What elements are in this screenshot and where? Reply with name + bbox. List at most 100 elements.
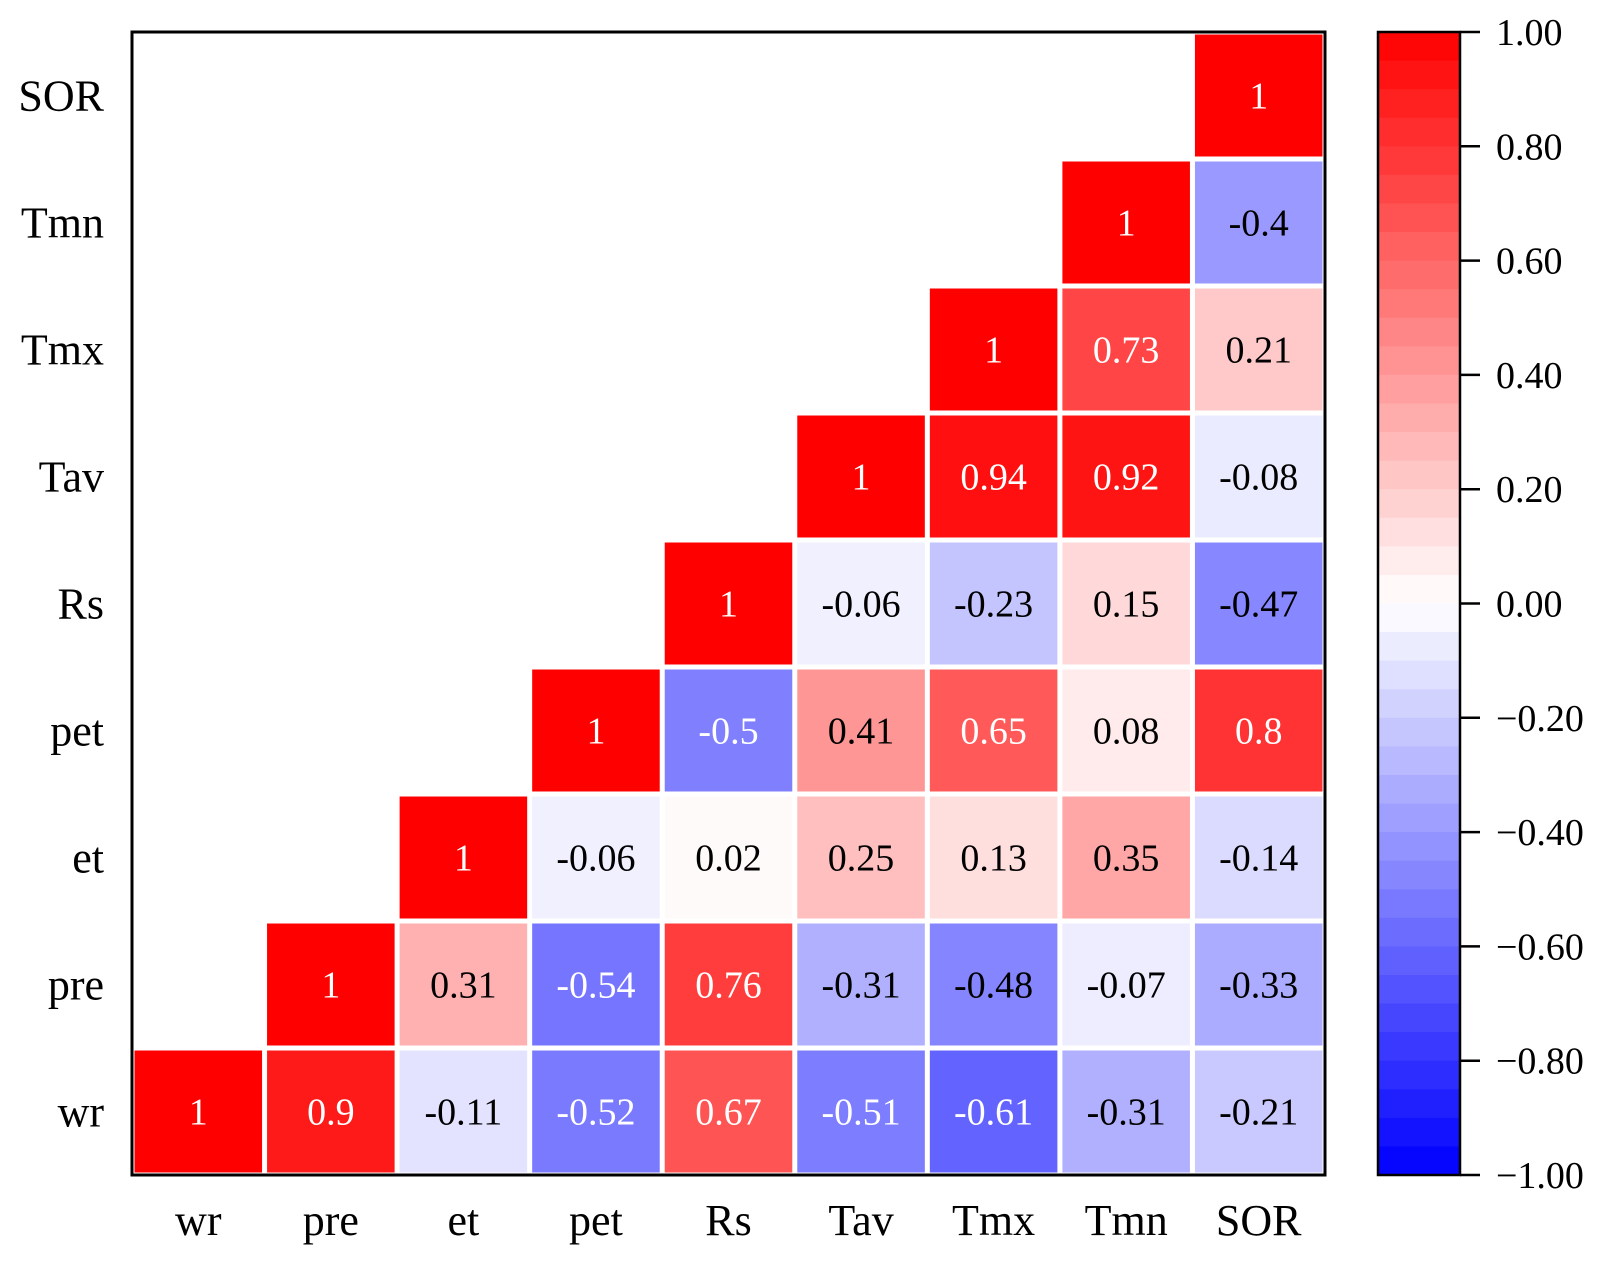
heatmap-cell-fill (399, 923, 528, 1046)
heatmap-cell: 0.9 (267, 1050, 395, 1173)
colorbar-segment (1378, 832, 1460, 862)
heatmap-cell: 0.8 (1194, 669, 1323, 792)
heatmap-cell: -0.06 (532, 796, 660, 919)
heatmap-cell: -0.48 (929, 923, 1058, 1046)
cell-value-label: 1 (719, 584, 738, 626)
cell-value-label: -0.52 (556, 1092, 635, 1134)
colorbar-segment (1378, 717, 1460, 747)
cell-value-label: -0.11 (425, 1092, 503, 1134)
heatmap-cell: -0.08 (1194, 415, 1323, 538)
colorbar-segment (1378, 432, 1460, 462)
heatmap-cell: 0.67 (664, 1050, 793, 1173)
cell-value-label: 0.92 (1093, 457, 1160, 499)
heatmap-cell-fill (267, 923, 395, 1046)
cell-value-label: -0.48 (954, 965, 1033, 1007)
heatmap-cell-fill (532, 1050, 660, 1173)
heatmap-cell: 0.02 (664, 796, 793, 919)
colorbar-segment (1378, 660, 1460, 690)
heatmap-cell-fill (1062, 796, 1190, 919)
heatmap-cell: 0.21 (1194, 288, 1323, 411)
heatmap-cell-fill (929, 415, 1058, 538)
heatmap-cell-fill (532, 796, 660, 919)
cell-value-label: 0.67 (695, 1092, 762, 1134)
colorbar-segment (1378, 603, 1460, 633)
colorbar-segment (1378, 460, 1460, 490)
heatmap-cell-fill (1194, 796, 1323, 919)
heatmap-cell: 0.31 (399, 923, 528, 1046)
colorbar-segment (1378, 1089, 1460, 1119)
heatmap-cell-fill (664, 1050, 793, 1173)
heatmap-cell: -0.47 (1194, 542, 1323, 665)
heatmap-cell: 0.41 (797, 669, 925, 792)
heatmap-cell: 0.65 (929, 669, 1058, 792)
colorbar-segment (1378, 374, 1460, 405)
cell-value-label: 0.02 (695, 838, 762, 880)
colorbar-segment (1378, 203, 1460, 233)
colorbar-segment (1378, 917, 1460, 947)
heatmap-cell-fill (1062, 542, 1190, 665)
x-tick-label: Tav (828, 1196, 893, 1245)
colorbar-segment (1378, 32, 1460, 62)
heatmap-cell: 1 (664, 542, 793, 665)
heatmap-cell: 1 (532, 669, 660, 792)
colorbar-tick-label: 0.60 (1496, 241, 1563, 283)
cell-value-label: 1 (321, 965, 340, 1007)
colorbar-segment (1378, 489, 1460, 519)
colorbar-segment (1378, 574, 1460, 605)
y-tick-label: Tmx (21, 326, 104, 375)
y-tick-label: Tmn (21, 199, 104, 248)
heatmap-cell: -0.23 (929, 542, 1058, 665)
heatmap-cell: 1 (1194, 34, 1323, 157)
cell-value-label: 0.13 (960, 838, 1027, 880)
x-tick-label: pet (569, 1196, 623, 1245)
colorbar-segment (1378, 517, 1460, 547)
heatmap-cell: 1 (134, 1050, 263, 1173)
heatmap-cell: 1 (1062, 161, 1190, 284)
colorbar-segment (1378, 346, 1460, 376)
heatmap-cell: 0.13 (929, 796, 1058, 919)
cell-value-label: 0.31 (430, 965, 497, 1007)
heatmap-cell: -0.14 (1194, 796, 1323, 919)
x-tick-label: Tmx (952, 1196, 1035, 1245)
heatmap-cell-fill (1062, 669, 1190, 792)
heatmap-cell-fill (797, 542, 925, 665)
colorbar-tick-label: −0.80 (1496, 1041, 1584, 1083)
colorbar-segment (1378, 974, 1460, 1005)
x-axis-labels: wr pre et pet Rs Tav Tmx Tmn SOR (175, 1196, 1302, 1245)
y-tick-label: pet (50, 707, 104, 756)
colorbar-segment (1378, 1003, 1460, 1033)
cell-value-label: -0.23 (954, 584, 1033, 626)
heatmap-cell: 0.15 (1062, 542, 1190, 665)
heatmap-cells: 1 0.9 -0.11 -0.52 0.67 -0.51 -0.61 -0.31 -0.211 0… (134, 34, 1323, 1173)
colorbar-tick-label: −1.00 (1496, 1155, 1584, 1197)
cell-value-label: 0.21 (1225, 330, 1292, 372)
colorbar-segment (1378, 289, 1460, 319)
colorbar-tick-label: −0.60 (1496, 926, 1584, 968)
cell-value-label: -0.33 (1219, 965, 1298, 1007)
colorbar-segment (1378, 632, 1460, 662)
cell-value-label: 0.94 (960, 457, 1027, 499)
heatmap-cell-fill (929, 542, 1058, 665)
x-tick-label: wr (175, 1196, 222, 1245)
colorbar-tick-label: −0.40 (1496, 812, 1584, 854)
heatmap-cell-fill (929, 669, 1058, 792)
heatmap-cell-fill (1194, 34, 1323, 157)
heatmap-cell-fill (399, 1050, 528, 1173)
heatmap-cell: -0.31 (797, 923, 925, 1046)
x-tick-label: et (448, 1196, 480, 1245)
cell-value-label: -0.51 (821, 1092, 900, 1134)
heatmap-cell: 0.08 (1062, 669, 1190, 792)
heatmap-cell-fill (929, 1050, 1058, 1173)
heatmap-cell: 0.94 (929, 415, 1058, 538)
colorbar-segment (1378, 60, 1460, 90)
cell-value-label: 0.9 (307, 1092, 355, 1134)
heatmap-cell: -0.51 (797, 1050, 925, 1173)
colorbar-segment (1378, 1146, 1460, 1176)
heatmap-cell: 1 (797, 415, 925, 538)
colorbar-segment (1378, 774, 1460, 805)
cell-value-label: -0.07 (1087, 965, 1166, 1007)
colorbar-tick-label: 1.00 (1496, 12, 1563, 54)
heatmap-cell: -0.52 (532, 1050, 660, 1173)
heatmap-cell-fill (1194, 923, 1323, 1046)
